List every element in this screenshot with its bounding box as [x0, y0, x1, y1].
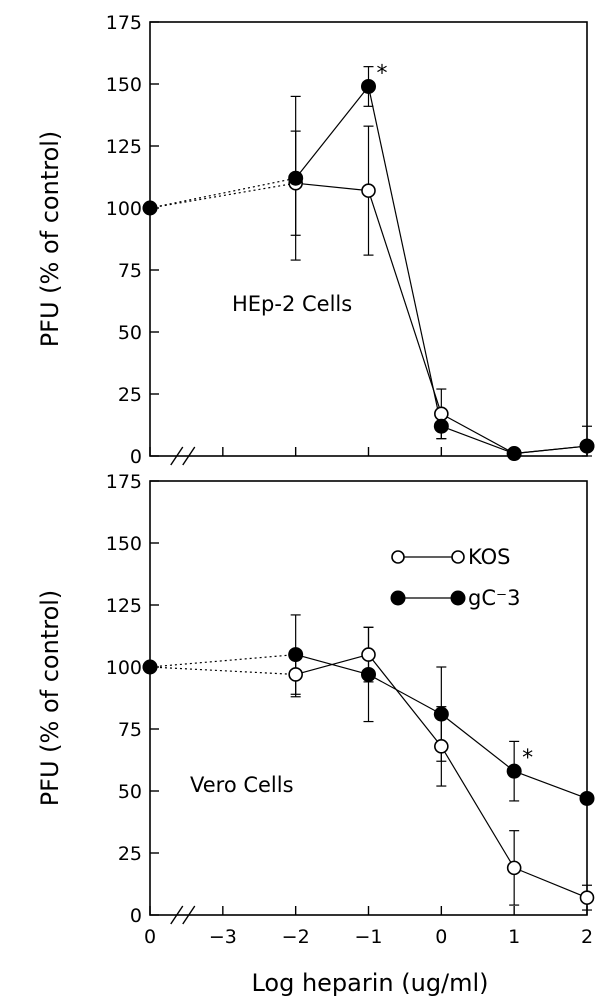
point-kos	[434, 739, 449, 754]
point-gc3	[142, 200, 158, 216]
y-tick-label: 75	[118, 260, 142, 282]
series-segment-gc3	[513, 770, 588, 800]
panel-top: 0 25 50 75 100 125 150 175 * HEp-2 Cells	[106, 12, 595, 468]
series-segment-kos	[367, 190, 442, 415]
series-segment-kos	[149, 666, 296, 676]
series-segment-gc3	[295, 86, 369, 179]
series-segment-kos	[368, 654, 442, 747]
x-tick-label: 2	[581, 926, 593, 948]
legend-marker-gc3-right	[450, 590, 466, 606]
point-gc3	[142, 659, 158, 675]
point-gc3	[433, 418, 449, 434]
axis-break-mark	[170, 446, 184, 466]
y-tick-label: 100	[106, 198, 142, 220]
legend-label-gc3: gC⁻3	[468, 586, 520, 610]
y-tick-label: 100	[106, 657, 142, 679]
point-kos	[361, 647, 376, 662]
series-segment-gc3	[514, 445, 588, 455]
point-gc3	[361, 666, 376, 682]
y-tick-label: 125	[106, 595, 142, 617]
axis-break-mark	[182, 905, 196, 925]
point-gc3	[433, 706, 449, 722]
point-kos	[434, 406, 449, 422]
legend-entry-gc3: gC⁻3	[390, 586, 520, 610]
panel-label-hep2: HEp-2 Cells	[232, 292, 352, 316]
y-axis-title-bottom: PFU (% of control)	[36, 590, 64, 807]
bottom-axes: 0 25 50 75 100 125 150 175 0 −3 −2 −1 0 1 2	[106, 471, 593, 948]
panel-bottom: 0 25 50 75 100 125 150 175 0 −3 −2 −1 0 1 2 ** Vero Ce…	[106, 471, 595, 948]
y-tick-label: 175	[106, 471, 142, 493]
series-segment-kos	[513, 867, 588, 899]
point-gc3	[579, 790, 595, 806]
series-segment-gc3	[149, 654, 296, 668]
x-tick-label: 0	[144, 926, 156, 948]
point-kos	[579, 890, 595, 905]
point-gc3	[506, 446, 522, 462]
point-gc3	[288, 647, 304, 663]
series-segment-gc3	[368, 673, 442, 715]
legend: KOS gC⁻3	[390, 545, 520, 610]
y-tick-label: 75	[118, 719, 142, 741]
top-plot: *	[142, 61, 595, 462]
y-tick-label: 0	[130, 446, 142, 468]
significance-marker: *	[377, 61, 388, 86]
series-segment-gc3	[149, 177, 296, 209]
axis-break-mark	[182, 446, 196, 466]
series-segment-gc3	[367, 86, 442, 427]
x-tick-label: 1	[508, 926, 520, 948]
point-gc3	[288, 170, 304, 186]
series-segment-gc3	[440, 713, 515, 772]
legend-marker-kos-right	[451, 550, 465, 564]
top-axes: 0 25 50 75 100 125 150 175	[106, 12, 588, 468]
y-tick-label: 175	[106, 12, 142, 34]
point-gc3	[579, 438, 595, 454]
series-segment-gc3	[441, 425, 515, 455]
series-segment-kos	[440, 746, 515, 869]
legend-marker-gc3-left	[390, 590, 406, 606]
series-segment-kos	[295, 182, 369, 192]
series-segment-gc3	[295, 654, 369, 676]
legend-marker-kos-left	[391, 550, 405, 564]
y-tick-label: 50	[118, 322, 142, 344]
y-tick-label: 125	[106, 136, 142, 158]
legend-entry-kos: KOS	[391, 545, 510, 569]
y-tick-label: 0	[130, 905, 142, 927]
point-kos	[506, 860, 522, 876]
y-tick-label: 150	[106, 533, 142, 555]
x-tick-label: −1	[354, 926, 382, 948]
series-segment-kos	[149, 182, 296, 209]
panel-label-vero: Vero Cells	[190, 773, 294, 797]
y-tick-label: 25	[118, 843, 142, 865]
series-segment-kos	[441, 413, 515, 455]
y-tick-label: 50	[118, 781, 142, 803]
axis-break-mark	[170, 905, 184, 925]
y-axis-title-top: PFU (% of control)	[36, 131, 64, 348]
legend-label-kos: KOS	[468, 545, 510, 569]
point-gc3	[361, 78, 376, 94]
point-kos	[288, 667, 303, 682]
point-kos	[361, 183, 376, 198]
x-tick-label: 0	[435, 926, 447, 948]
y-tick-label: 25	[118, 384, 142, 406]
point-gc3	[506, 763, 522, 779]
y-tick-label: 150	[106, 74, 142, 96]
significance-marker: *	[522, 746, 533, 771]
x-axis-title: Log heparin (ug/ml)	[251, 969, 488, 997]
x-tick-label: −2	[282, 926, 310, 948]
bottom-plot: **	[142, 614, 595, 911]
x-tick-label: −3	[209, 926, 237, 948]
